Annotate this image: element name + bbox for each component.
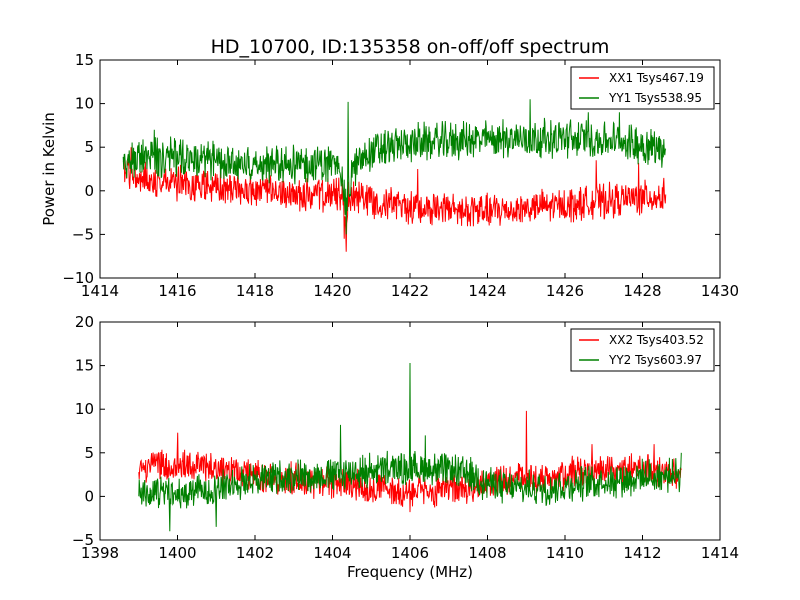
legend-entry: XX2 Tsys403.52 [609, 333, 704, 347]
legend-entry: YY2 Tsys603.97 [608, 353, 702, 367]
y-tick-label: 20 [75, 313, 94, 331]
bottom-ticks: 1398 1400 1402 1404 1406 1408 1410 1412 1414 −5 0 5… [72, 313, 739, 562]
x-tick-label: 1406 [391, 544, 429, 562]
y-tick-label: 5 [84, 138, 94, 156]
x-tick-label: 1402 [236, 544, 274, 562]
bottom-series-group [138, 362, 682, 532]
y-tick-label: 10 [75, 400, 94, 418]
top-y-axis-label: Power in Kelvin [40, 112, 58, 226]
x-tick-label: 1422 [391, 282, 429, 300]
top-series-group [122, 99, 667, 252]
figure-title: HD_10700, ID:135358 on-off/off spectrum [211, 36, 610, 58]
legend-entry: YY1 Tsys538.95 [608, 91, 702, 105]
legend-box [570, 328, 715, 372]
x-tick-label: 1412 [623, 544, 661, 562]
x-tick-label: 1414 [81, 282, 119, 300]
y-tick-label: 15 [75, 51, 94, 69]
x-tick-label: 1400 [158, 544, 196, 562]
top-legend: XX1 Tsys467.19 YY1 Tsys538.95 [570, 66, 715, 110]
y-tick-label: 0 [84, 487, 94, 505]
legend-box [570, 66, 715, 110]
y-tick-label: 15 [75, 357, 94, 375]
bottom-axes: 1398 1400 1402 1404 1406 1408 1410 1412 1414 −5 0 5… [72, 313, 739, 562]
y-tick-label: −5 [72, 225, 94, 243]
bottom-legend: XX2 Tsys403.52 YY2 Tsys603.97 [570, 328, 715, 372]
series-line-0-0 [122, 147, 667, 252]
x-axis-label: Frequency (MHz) [347, 563, 473, 581]
series-line-0-1 [122, 99, 667, 235]
series-line-1-0 [138, 410, 682, 513]
x-tick-label: 1426 [546, 282, 584, 300]
x-tick-label: 1420 [313, 282, 351, 300]
series-line-1-1 [138, 362, 682, 532]
x-tick-label: 1430 [701, 282, 739, 300]
x-tick-label: 1408 [468, 544, 506, 562]
x-tick-label: 1398 [81, 544, 119, 562]
x-tick-label: 1404 [313, 544, 351, 562]
y-tick-label: 5 [84, 444, 94, 462]
x-tick-label: 1410 [546, 544, 584, 562]
top-ticks: 1414 1416 1418 1420 1422 1424 1426 1428 1430 −10 −… [62, 51, 739, 300]
y-tick-label: −5 [72, 531, 94, 549]
y-tick-label: −10 [62, 269, 94, 287]
y-tick-label: 10 [75, 95, 94, 113]
y-tick-label: 0 [84, 182, 94, 200]
x-tick-label: 1428 [623, 282, 661, 300]
x-tick-label: 1416 [158, 282, 196, 300]
x-tick-label: 1414 [701, 544, 739, 562]
x-tick-label: 1424 [468, 282, 506, 300]
x-tick-label: 1418 [236, 282, 274, 300]
top-axes: 1414 1416 1418 1420 1422 1424 1426 1428 1430 −10 −… [40, 51, 739, 300]
legend-entry: XX1 Tsys467.19 [609, 71, 704, 85]
